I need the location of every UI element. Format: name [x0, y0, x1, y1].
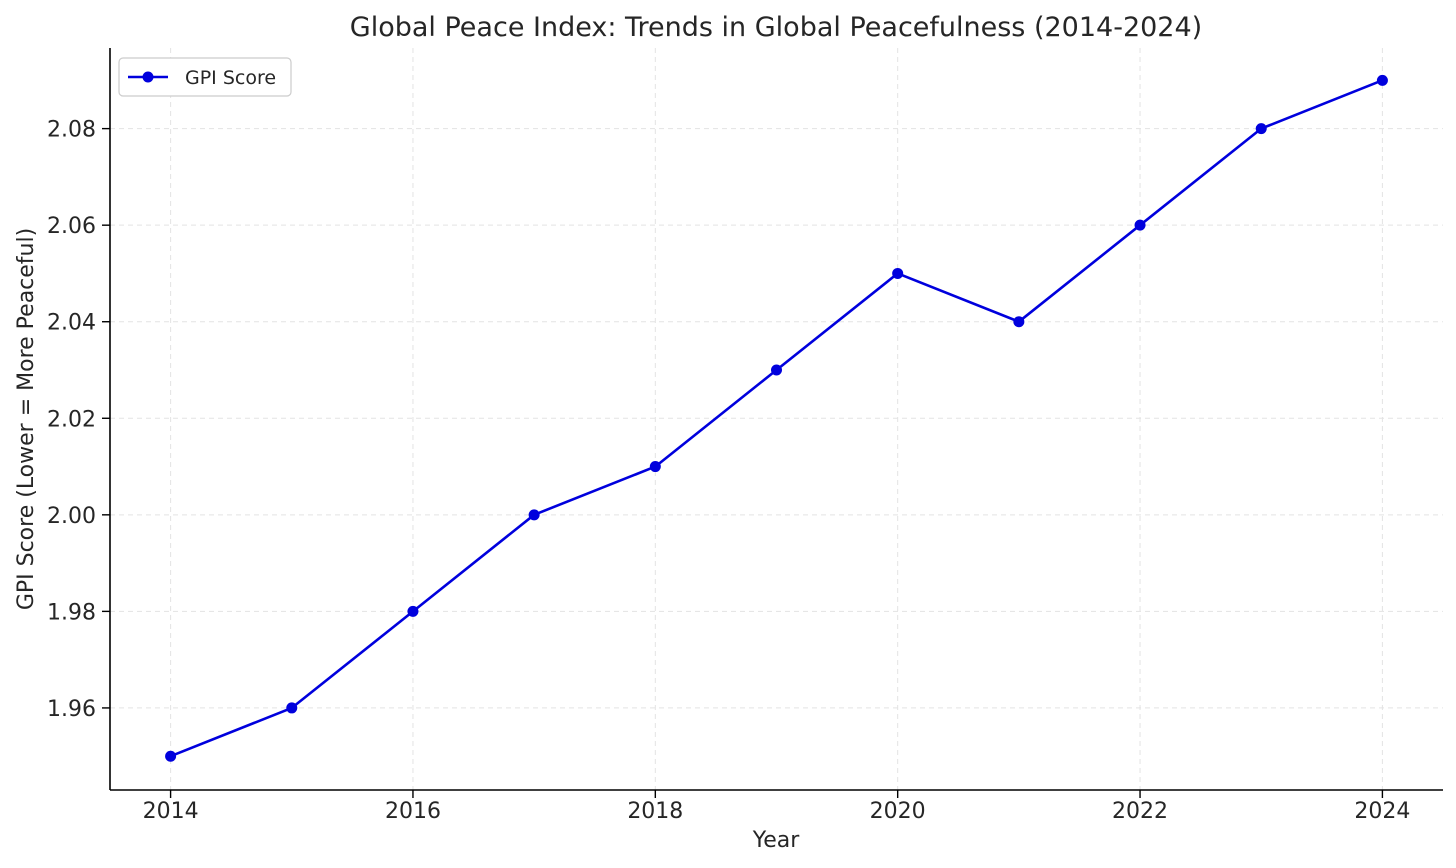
y-tick-label: 2.08 — [47, 118, 96, 143]
x-tick-label: 2016 — [385, 799, 441, 824]
y-tick-label: 2.04 — [47, 311, 96, 336]
data-point-2016 — [407, 605, 419, 617]
series-layer — [165, 74, 1388, 762]
data-point-2020 — [892, 267, 904, 279]
grid-lines — [110, 48, 1443, 790]
x-tick-label: 2022 — [1112, 799, 1168, 824]
chart-title: Global Peace Index: Trends in Global Pea… — [350, 12, 1202, 43]
y-tick-label: 1.98 — [47, 600, 96, 625]
data-point-2014 — [165, 750, 177, 762]
data-point-2018 — [649, 461, 661, 473]
data-point-2019 — [771, 364, 782, 376]
data-point-2017 — [528, 509, 540, 521]
y-ticks: 1.96 1.98 2.00 2.02 2.04 2.06 2.08 — [47, 118, 110, 722]
legend: GPI Score — [118, 57, 292, 97]
x-tick-label: 2020 — [870, 799, 926, 824]
x-tick-label: 2018 — [627, 799, 683, 824]
x-tick-label: 2014 — [143, 799, 199, 824]
data-point-2022 — [1134, 219, 1146, 231]
data-point-2021 — [1013, 316, 1025, 328]
y-tick-label: 2.00 — [47, 504, 96, 529]
legend-marker-swatch — [142, 71, 154, 83]
data-point-2015 — [286, 702, 298, 714]
axes — [109, 48, 1443, 791]
legend-box — [118, 57, 292, 97]
y-tick-label: 2.02 — [47, 407, 96, 432]
y-axis-label: GPI Score (Lower = More Peaceful) — [14, 228, 39, 610]
y-tick-label: 2.06 — [47, 214, 96, 239]
x-axis-label: Year — [752, 828, 801, 853]
legend-label: GPI Score — [185, 67, 276, 89]
x-tick-label: 2024 — [1354, 799, 1410, 824]
y-tick-label: 1.96 — [47, 697, 96, 722]
x-ticks: 2014 2016 2018 2020 2022 2024 — [143, 790, 1410, 824]
data-point-2023 — [1255, 123, 1267, 135]
data-point-2024 — [1376, 74, 1388, 86]
